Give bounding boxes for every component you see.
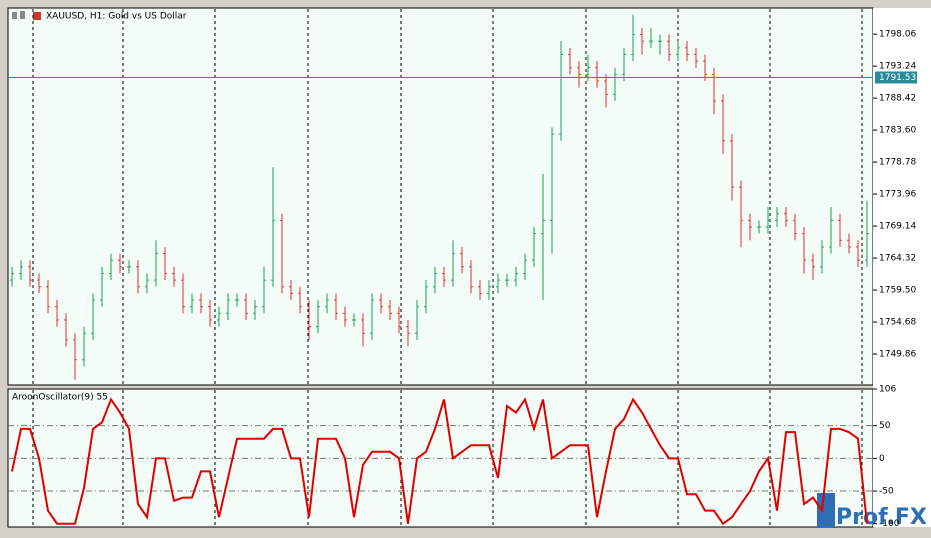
y-tick-label: 1749.86 [879, 350, 916, 360]
y-tick-label: 1778.78 [879, 158, 916, 168]
y-tick-label: 50 [879, 421, 891, 431]
y-tick-label: 1788.42 [879, 94, 916, 104]
y-tick-label: 1769.14 [879, 222, 916, 232]
y-tick-label: 1764.32 [879, 254, 916, 264]
indicator-title: AroonOscillator(9) 55 [12, 393, 108, 403]
logo-icon [817, 493, 835, 527]
y-tick-label: 1754.68 [879, 318, 916, 328]
watermark: Prof.FX [836, 505, 927, 530]
y-tick-label: 0 [879, 454, 885, 464]
y-tick-label: -50 [879, 487, 894, 497]
current-price-label: 1791.53 [879, 73, 916, 83]
y-tick-label: 1783.60 [879, 126, 916, 136]
current-price-box [875, 71, 917, 84]
price-axis [873, 8, 931, 527]
y-tick-label: 1773.96 [879, 190, 916, 200]
symbol-icon [12, 11, 41, 20]
price-pane [7, 7, 874, 386]
aroon-line [11, 397, 868, 526]
y-tick-label: -100 [879, 519, 900, 529]
chart-title: XAUUSD, H1: Gold vs US Dollar [46, 12, 187, 22]
y-tick-label: 1798.06 [879, 30, 916, 40]
y-tick-label: 1759.50 [879, 286, 916, 296]
y-tick-label: 106 [879, 385, 896, 395]
y-tick-label: 1793.24 [879, 62, 916, 72]
